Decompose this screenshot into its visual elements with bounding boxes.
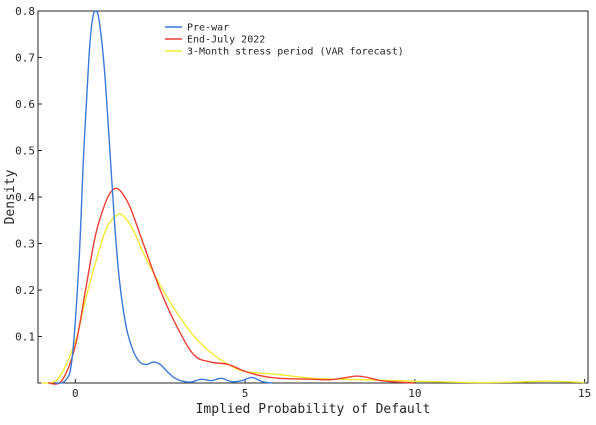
x-tick-label: 5 — [242, 387, 249, 400]
y-tick-label: 0.4 — [15, 191, 35, 204]
legend-label: Pre-war — [187, 23, 229, 34]
y-tick-label: 0.2 — [15, 284, 35, 297]
x-tick-label: 0 — [72, 387, 79, 400]
series-line-end-july-2022 — [48, 187, 415, 385]
legend-label: 3-Month stress period (VAR forecast) — [187, 47, 404, 58]
y-tick-label: 0.5 — [15, 145, 35, 158]
series-line-3-month-stress-period-var-forecast — [41, 213, 585, 384]
y-tick-label: 0.1 — [15, 331, 35, 344]
y-tick-label: 0.8 — [15, 5, 35, 18]
y-axis-title: Density — [3, 169, 18, 224]
series-line-pre-war — [54, 10, 273, 384]
y-axis: 0.1 0.2 0.3 0.4 0.5 0.6 0.7 0.8 — [15, 5, 42, 344]
series-layer — [41, 10, 585, 385]
y-tick-label: 0.3 — [15, 238, 35, 251]
y-tick-label: 0.6 — [15, 98, 35, 111]
legend-label: End-July 2022 — [187, 35, 265, 46]
plot-area — [37, 10, 589, 384]
y-tick-label: 0.7 — [15, 52, 35, 65]
x-axis-title: Implied Probability of Default — [196, 402, 431, 417]
x-tick-label: 10 — [408, 387, 421, 400]
x-tick-label: 15 — [578, 387, 591, 400]
